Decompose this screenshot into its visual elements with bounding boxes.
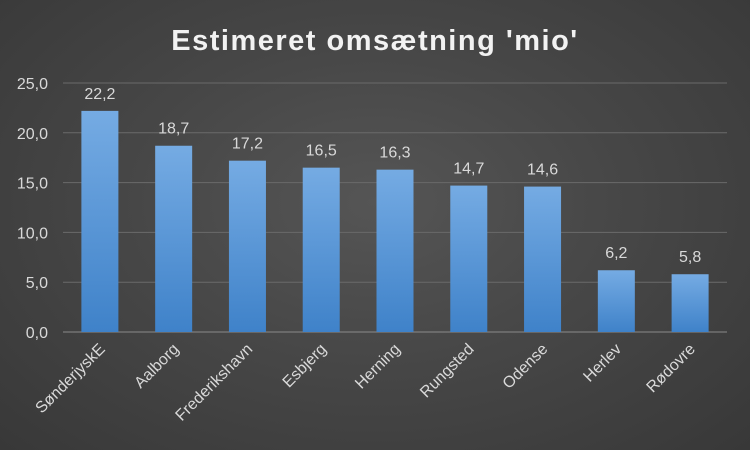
bar [81, 110, 119, 332]
bar [597, 270, 635, 332]
data-label: 16,3 [379, 145, 410, 162]
x-category-label: Esbjerg [280, 341, 330, 391]
y-tick-label: 0,0 [26, 325, 48, 342]
bar [450, 185, 488, 332]
bar [524, 186, 562, 332]
bar [155, 145, 193, 332]
data-label: 6,2 [605, 245, 627, 262]
value-labels: 22,2 18,7 17,2 16,5 16,3 14,7 14,6 6,2 5,8 [84, 86, 701, 266]
y-tick-label: 20,0 [17, 126, 48, 143]
x-category-label: Herning [352, 341, 404, 393]
x-category-label: Rungsted [417, 341, 477, 401]
x-category-label: Herlev [580, 341, 625, 386]
chart-title: Estimeret omsætning 'mio' [171, 25, 578, 57]
bars [81, 110, 709, 332]
data-label: 16,5 [306, 143, 337, 160]
x-category-label: Odense [500, 341, 552, 393]
bar [376, 169, 414, 332]
bar [228, 160, 266, 332]
y-tick-label: 15,0 [17, 176, 48, 193]
data-label: 22,2 [84, 86, 115, 103]
bar [671, 274, 709, 332]
bar [302, 167, 340, 332]
x-category-label: Aalborg [131, 341, 182, 392]
data-label: 18,7 [158, 121, 189, 138]
data-label: 14,6 [527, 162, 558, 179]
x-category-label: Frederikshavn [173, 341, 257, 425]
data-label: 5,8 [679, 249, 701, 266]
y-tick-label: 5,0 [26, 275, 48, 292]
y-axis-ticks: 0,0 5,0 10,0 15,0 20,0 25,0 [17, 76, 48, 342]
y-tick-label: 25,0 [17, 76, 48, 93]
x-category-label: Rødovre [644, 341, 699, 396]
data-label: 17,2 [232, 136, 263, 153]
y-tick-label: 10,0 [17, 225, 48, 242]
x-category-label: SønderjyskE [33, 341, 109, 417]
data-label: 14,7 [453, 161, 484, 178]
